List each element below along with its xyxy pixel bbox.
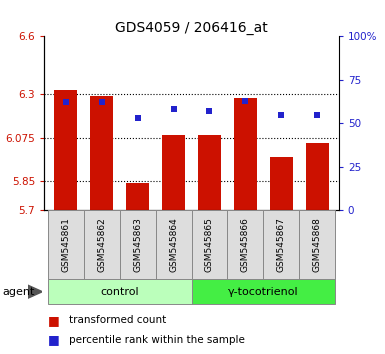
Bar — [270, 157, 293, 210]
Title: GDS4059 / 206416_at: GDS4059 / 206416_at — [115, 22, 268, 35]
Text: GSM545865: GSM545865 — [205, 217, 214, 272]
Bar — [48, 210, 84, 279]
Bar — [234, 98, 257, 210]
Text: GSM545861: GSM545861 — [61, 217, 70, 272]
Polygon shape — [28, 285, 42, 298]
Text: transformed count: transformed count — [69, 315, 167, 325]
Bar — [120, 210, 156, 279]
Text: GSM545863: GSM545863 — [133, 217, 142, 272]
Text: GSM545868: GSM545868 — [313, 217, 322, 272]
Text: control: control — [100, 287, 139, 297]
Bar — [192, 210, 228, 279]
Point — [99, 99, 105, 105]
Bar — [84, 210, 120, 279]
Point — [314, 112, 320, 118]
Point — [63, 99, 69, 105]
Point — [171, 107, 177, 112]
Bar — [90, 96, 114, 210]
Text: ■: ■ — [48, 333, 60, 346]
Point — [278, 112, 285, 118]
Bar — [228, 210, 263, 279]
Text: GSM545866: GSM545866 — [241, 217, 250, 272]
Bar — [198, 135, 221, 210]
Text: percentile rank within the sample: percentile rank within the sample — [69, 335, 245, 345]
Bar — [126, 183, 149, 210]
Bar — [299, 210, 335, 279]
Point — [242, 98, 248, 103]
Bar — [162, 135, 185, 210]
Text: γ-tocotrienol: γ-tocotrienol — [228, 287, 299, 297]
Text: GSM545867: GSM545867 — [277, 217, 286, 272]
Bar — [156, 210, 192, 279]
Bar — [263, 210, 299, 279]
Bar — [48, 279, 192, 304]
Text: GSM545864: GSM545864 — [169, 217, 178, 272]
Bar — [306, 143, 329, 210]
Text: GSM545862: GSM545862 — [97, 217, 106, 272]
Point — [206, 108, 213, 114]
Point — [135, 115, 141, 121]
Bar — [192, 279, 335, 304]
Bar — [54, 90, 77, 210]
Text: ■: ■ — [48, 314, 60, 327]
Text: agent: agent — [2, 287, 34, 297]
